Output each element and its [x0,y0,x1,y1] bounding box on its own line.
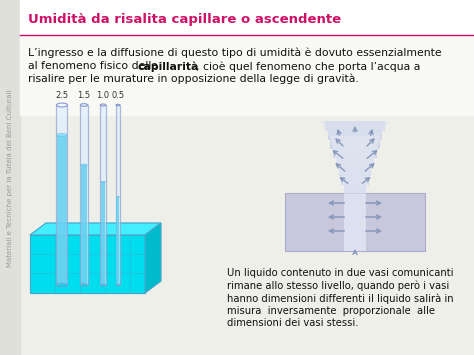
Bar [344,184,366,194]
Bar [336,157,374,167]
Ellipse shape [100,104,106,106]
Ellipse shape [116,284,120,286]
Bar [116,105,120,285]
Text: 0.5: 0.5 [111,91,125,100]
Bar [30,235,145,293]
Ellipse shape [80,284,88,286]
Bar [81,165,87,285]
Bar [338,166,372,176]
Ellipse shape [57,133,67,137]
Bar [20,0,474,35]
Bar [328,130,383,140]
Bar [330,139,380,149]
Polygon shape [145,223,161,293]
Text: hanno dimensioni differenti il liquido salirà in: hanno dimensioni differenti il liquido s… [227,293,454,304]
Text: rimane allo stesso livello, quando però i vasi: rimane allo stesso livello, quando però … [227,280,449,291]
Bar [285,193,425,251]
Text: 1.0: 1.0 [96,91,109,100]
Text: misura  inversamente  proporzionale  alle: misura inversamente proporzionale alle [227,306,435,316]
Polygon shape [320,121,390,136]
Ellipse shape [100,284,106,286]
Text: L’ingresso e la diffusione di questo tipo di umidità è dovuto essenzialmente: L’ingresso e la diffusione di questo tip… [28,48,442,59]
Bar [333,148,377,158]
Ellipse shape [80,104,88,106]
Ellipse shape [81,164,87,166]
Text: risalire per le murature in opposizione della legge di gravità.: risalire per le murature in opposizione … [28,74,359,84]
Text: dimensioni dei vasi stessi.: dimensioni dei vasi stessi. [227,318,358,328]
Bar [325,121,385,131]
Text: Un liquido contenuto in due vasi comunicanti: Un liquido contenuto in due vasi comunic… [227,268,454,278]
Text: capillarità: capillarità [138,61,200,71]
Bar [56,105,67,285]
Ellipse shape [56,283,67,287]
Bar [0,0,20,355]
Text: 2.5: 2.5 [55,91,69,100]
Bar [100,105,106,285]
Ellipse shape [116,104,120,106]
Bar [20,35,474,115]
Polygon shape [30,223,161,235]
Bar [57,135,67,285]
Text: al fenomeno fisico della: al fenomeno fisico della [28,61,162,71]
Bar [344,193,366,251]
Bar [80,105,88,285]
Text: , cioè quel fenomeno che porta l’acqua a: , cioè quel fenomeno che porta l’acqua a [196,61,420,71]
Ellipse shape [101,181,105,183]
Ellipse shape [56,103,67,107]
Text: 1.5: 1.5 [77,91,91,100]
Text: Umidità da risalita capillare o ascendente: Umidità da risalita capillare o ascenden… [28,13,341,27]
Bar [341,175,369,185]
Bar [101,182,105,285]
Polygon shape [330,136,380,193]
Bar [117,197,119,285]
Text: Materiali e Tecniche per la Tutela dei Beni Culturali: Materiali e Tecniche per la Tutela dei B… [7,89,13,267]
